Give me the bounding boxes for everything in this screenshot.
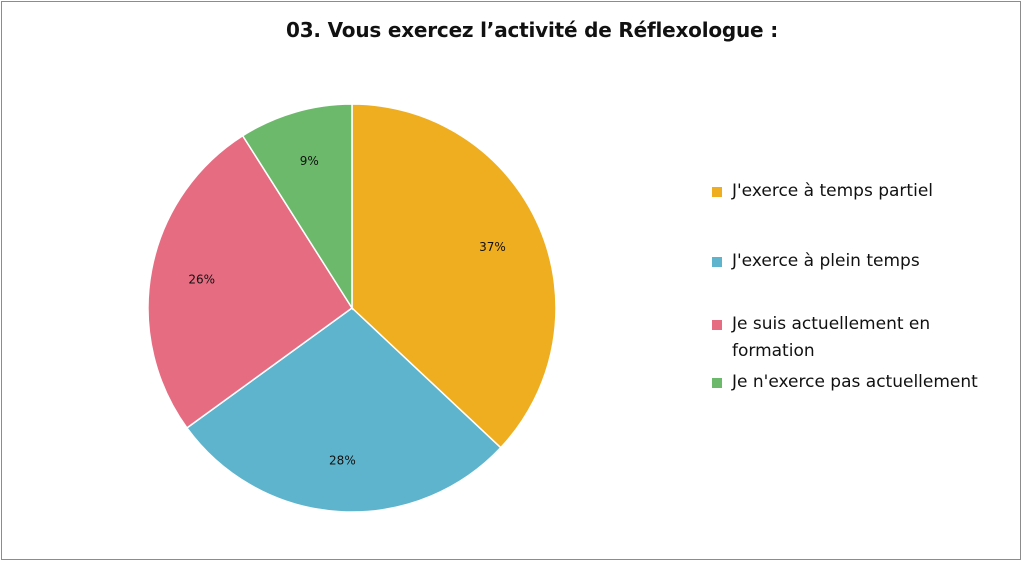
legend-item-formation: Je suis actuellement en formation <box>712 311 982 365</box>
legend-item-plein-temps: J'exerce à plein temps <box>712 248 1017 275</box>
pie-value-label-temps-partiel: 37% <box>479 240 506 254</box>
chart-title: 03. Vous exercez l’activité de Réflexolo… <box>286 18 778 42</box>
pie-slice-formation <box>147 134 354 429</box>
legend-label: J'exerce à plein temps <box>732 251 920 271</box>
legend-label: Je n'exerce pas actuellement <box>732 372 978 392</box>
legend-swatch <box>712 378 722 388</box>
legend-label: Je suis actuellement en formation <box>732 314 931 361</box>
legend-item-temps-partiel: J'exerce à temps partiel <box>712 178 1017 205</box>
legend-swatch <box>712 257 722 267</box>
pie-slice-temps-partiel <box>351 103 557 449</box>
pie-slices <box>147 103 557 513</box>
pie-value-label-pas-actuellement: 9% <box>300 154 319 168</box>
legend-label: J'exerce à temps partiel <box>732 181 933 201</box>
pie-slice-plein-temps <box>185 307 502 513</box>
pie-value-label-plein-temps: 28% <box>329 454 356 468</box>
legend-item-pas-actuellement: Je n'exerce pas actuellement <box>712 369 1017 396</box>
pie-value-label-formation: 26% <box>188 272 215 286</box>
pie-slice-pas-actuellement <box>241 103 353 311</box>
pie-value-labels: 37% 28% 26% 9% <box>188 154 505 468</box>
legend-swatch <box>712 187 722 197</box>
legend-swatch <box>712 320 722 330</box>
pie-chart: 37% 28% 26% 9% <box>147 103 557 513</box>
legend: J'exerce à temps partiel J'exerce à plei… <box>712 178 1017 396</box>
